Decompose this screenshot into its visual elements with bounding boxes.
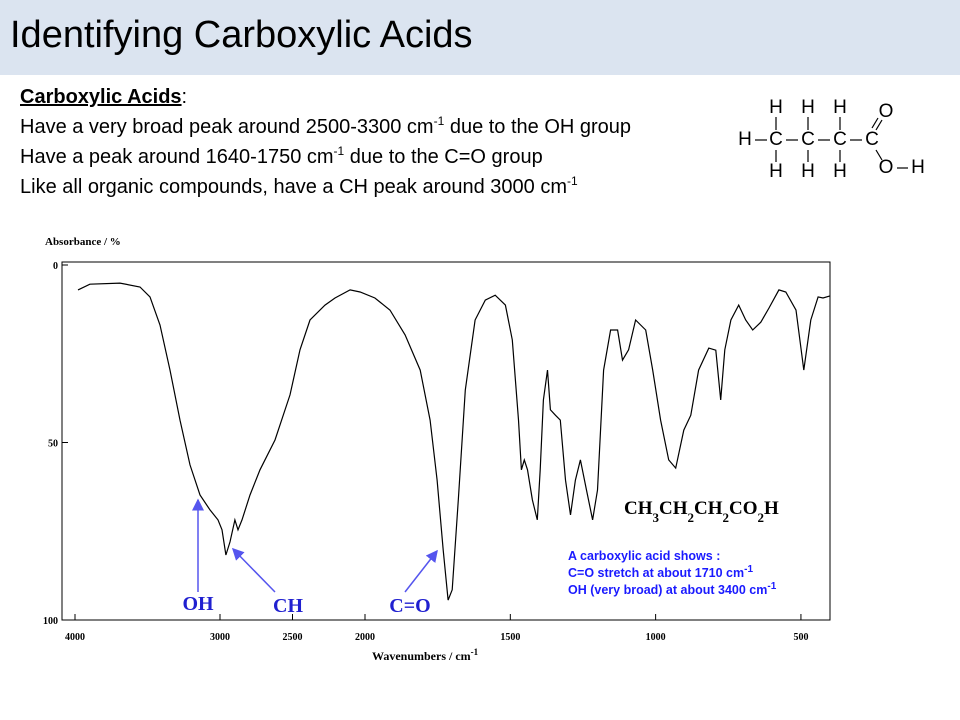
script: -1 bbox=[767, 581, 776, 592]
text-part: CH bbox=[694, 498, 723, 519]
formula: CH3CH2CH2CO2H bbox=[624, 498, 779, 525]
text-part: C=O stretch at about 1710 cm bbox=[568, 566, 744, 580]
atom: C bbox=[769, 129, 783, 150]
text-part: CH bbox=[659, 498, 688, 519]
x-tick-label: 2000 bbox=[355, 632, 375, 643]
x-tick-label: 4000 bbox=[65, 632, 85, 643]
heading-suffix: : bbox=[181, 86, 188, 108]
superscript: -1 bbox=[567, 174, 578, 188]
x-tick-label: 3000 bbox=[210, 632, 230, 643]
x-axis-label: Wavenumbers / cm-1 bbox=[372, 647, 479, 663]
text-part: CH bbox=[624, 498, 653, 519]
text-part: Wavenumbers / cm bbox=[372, 649, 471, 663]
script: 3 bbox=[653, 510, 660, 525]
script: -1 bbox=[471, 647, 479, 657]
chart-frame bbox=[61, 261, 831, 621]
slide-text: Carboxylic Acids: Have a very broad peak… bbox=[20, 82, 710, 202]
text-line: Have a peak around 1640-1750 cm-1 due to… bbox=[20, 142, 710, 172]
molecule-bonds bbox=[755, 117, 908, 169]
script: -1 bbox=[744, 564, 753, 575]
peak-label: CH bbox=[273, 595, 303, 617]
script: 2 bbox=[723, 510, 730, 525]
y-tick-label: 100 bbox=[43, 616, 58, 627]
atom: H bbox=[833, 161, 847, 182]
atom: H bbox=[911, 157, 925, 178]
atom: H bbox=[738, 129, 752, 150]
title-bar: Identifying Carboxylic Acids bbox=[0, 0, 960, 75]
atom: O bbox=[879, 101, 894, 122]
script: 2 bbox=[688, 510, 695, 525]
x-tick-label: 1000 bbox=[646, 632, 666, 643]
y-tick-label: 0 bbox=[53, 261, 58, 272]
spectrum-line bbox=[77, 282, 831, 601]
info-line: C=O stretch at about 1710 cm-1 bbox=[568, 564, 753, 581]
atom: C bbox=[865, 129, 879, 150]
peak-label: OH bbox=[182, 593, 214, 615]
atom: H bbox=[769, 97, 783, 118]
x-tick-label: 2500 bbox=[283, 632, 303, 643]
text-part: Have a very broad peak around 2500-3300 … bbox=[20, 116, 434, 138]
heading-line: Carboxylic Acids: bbox=[20, 82, 710, 112]
atom: C bbox=[833, 129, 847, 150]
y-axis-label: Absorbance / % bbox=[45, 236, 121, 248]
heading: Carboxylic Acids bbox=[20, 86, 182, 108]
text-part: due to the OH group bbox=[444, 116, 632, 138]
x-tick-label: 500 bbox=[793, 632, 808, 643]
y-tick-label: 50 bbox=[48, 439, 58, 450]
text-part: Like all organic compounds, have a CH pe… bbox=[20, 176, 567, 198]
annotation-arrows bbox=[192, 498, 438, 593]
peak-label: C=O bbox=[389, 595, 430, 617]
text-part: Have a peak around 1640-1750 cm bbox=[20, 146, 334, 168]
superscript: -1 bbox=[333, 144, 345, 158]
info-line: A carboxylic acid shows : bbox=[568, 549, 720, 563]
atom: H bbox=[801, 97, 815, 118]
atom: H bbox=[833, 97, 847, 118]
info-line: OH (very broad) at about 3400 cm-1 bbox=[568, 581, 777, 598]
text-line: Have a very broad peak around 2500-3300 … bbox=[20, 112, 710, 142]
superscript: -1 bbox=[433, 114, 445, 128]
text-part: OH (very broad) at about 3400 cm bbox=[568, 583, 767, 597]
x-tick-label: 1500 bbox=[500, 632, 520, 643]
text-part: CO bbox=[729, 498, 758, 519]
atom: H bbox=[801, 161, 815, 182]
atom: O bbox=[879, 157, 894, 178]
atom: C bbox=[801, 129, 815, 150]
text-part: A carboxylic acid shows : bbox=[568, 549, 720, 563]
slide-title: Identifying Carboxylic Acids bbox=[10, 14, 473, 56]
text-line: Like all organic compounds, have a CH pe… bbox=[20, 172, 710, 202]
atom: H bbox=[769, 161, 783, 182]
text-part: due to the C=O group bbox=[344, 146, 543, 168]
script: 2 bbox=[758, 510, 765, 525]
text-part: H bbox=[764, 498, 779, 519]
